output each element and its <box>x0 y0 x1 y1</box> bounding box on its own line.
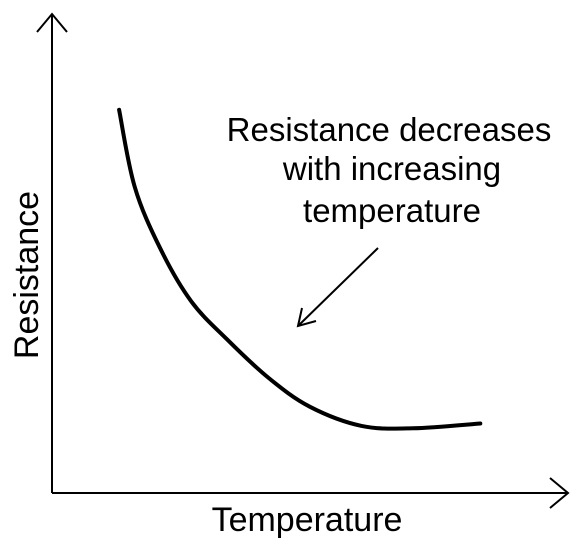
y-axis-label: Resistance <box>8 191 46 359</box>
annotation-line-3: temperature <box>303 192 481 229</box>
y-axis-arrowhead <box>36 12 68 33</box>
annotation-arrow <box>296 247 379 328</box>
x-axis-arrowhead <box>549 477 570 509</box>
series-curve <box>117 107 483 431</box>
annotation-line-2: with increasing <box>282 150 501 187</box>
x-axis-label: Temperature <box>212 501 403 539</box>
annotation-line-1: Resistance decreases <box>227 111 552 148</box>
